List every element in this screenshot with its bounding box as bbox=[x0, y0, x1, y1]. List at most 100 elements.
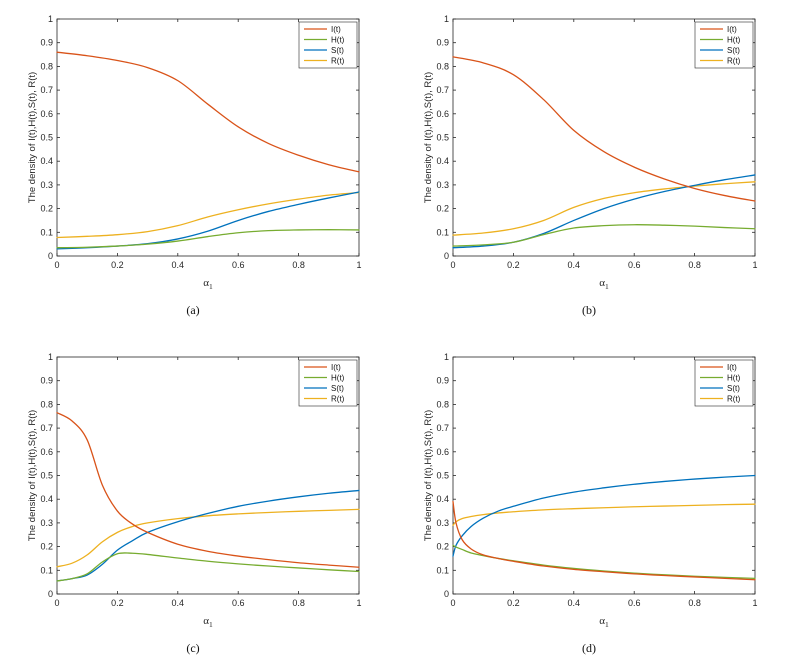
chart-panel-1: 0 0.1 0.2 0.3 0.4 0.5 0.6 0.7 0.8 0.9 1 0 0.2 0.4 0.6 0… bbox=[27, 14, 362, 317]
x-axis-label: α1 bbox=[599, 615, 609, 629]
legend: I(t) H(t)S(t) R(t) bbox=[298, 359, 358, 407]
legend-entry-r: R(t) bbox=[727, 395, 741, 404]
y-axis-label: The density of I(t),H(t),S(t), R(t) bbox=[27, 410, 38, 541]
y-tick-label: 0.1 bbox=[436, 565, 449, 575]
panel-label: (d) bbox=[582, 641, 596, 655]
y-tick-label: 0.7 bbox=[40, 423, 53, 433]
y-tick-label: 0.9 bbox=[40, 376, 53, 386]
legend-entry-h: H(t) bbox=[727, 374, 741, 383]
x-axis-label: α1 bbox=[203, 277, 213, 291]
legend-entry-r: R(t) bbox=[331, 57, 345, 66]
y-tick-label: 0.6 bbox=[436, 447, 449, 457]
x-tick-label: 0.4 bbox=[568, 598, 581, 608]
y-tick-label: 0.2 bbox=[40, 542, 53, 552]
legend-entry-i: I(t) bbox=[331, 25, 341, 34]
y-tick-label: 0.7 bbox=[40, 85, 53, 95]
x-tick-label: 1 bbox=[356, 598, 361, 608]
y-tick-label: 0.6 bbox=[436, 109, 449, 119]
legend-entry-i: I(t) bbox=[727, 25, 737, 34]
y-tick-label: 0.2 bbox=[436, 204, 449, 214]
x-tick-label: 0 bbox=[54, 598, 59, 608]
series-line-s bbox=[452, 474, 756, 557]
series-line-i bbox=[56, 51, 360, 173]
panel-label: (c) bbox=[186, 641, 199, 655]
legend-entry-i: I(t) bbox=[331, 363, 341, 372]
y-tick-label: 0.1 bbox=[40, 565, 53, 575]
y-tick-label: 1 bbox=[48, 352, 53, 362]
y-tick-label: 0.4 bbox=[436, 494, 449, 504]
x-tick-label: 0.6 bbox=[232, 598, 245, 608]
y-tick-label: 0.3 bbox=[436, 180, 449, 190]
x-tick-label: 0.6 bbox=[628, 598, 641, 608]
series-line-r bbox=[56, 508, 360, 568]
x-tick-label: 0.2 bbox=[111, 598, 124, 608]
x-tick-label: 0.8 bbox=[688, 260, 701, 270]
x-tick-label: 0 bbox=[450, 260, 455, 270]
y-axis-label: The density of I(t),H(t),S(t), R(t) bbox=[423, 72, 434, 203]
y-tick-label: 0.3 bbox=[40, 518, 53, 528]
series-line-i bbox=[452, 56, 756, 202]
x-tick-label: 0.2 bbox=[507, 598, 520, 608]
x-tick-label: 0.2 bbox=[111, 260, 124, 270]
series-line-h bbox=[56, 552, 360, 582]
x-tick-label: 0.4 bbox=[568, 260, 581, 270]
legend: I(t) H(t)S(t) R(t) bbox=[298, 21, 358, 69]
x-tick-label: 0.8 bbox=[292, 260, 305, 270]
y-tick-label: 0 bbox=[444, 589, 449, 599]
x-tick-label: 1 bbox=[356, 260, 361, 270]
legend-entry-h: H(t) bbox=[727, 36, 741, 45]
y-tick-label: 0 bbox=[444, 251, 449, 261]
y-tick-label: 0.5 bbox=[436, 133, 449, 143]
y-tick-label: 0.1 bbox=[436, 227, 449, 237]
y-tick-label: 0.3 bbox=[436, 518, 449, 528]
series-line-r bbox=[56, 191, 360, 239]
panel-label: (b) bbox=[582, 303, 596, 317]
y-tick-label: 0.8 bbox=[436, 61, 449, 71]
y-tick-label: 0.6 bbox=[40, 447, 53, 457]
series-line-i bbox=[56, 412, 360, 568]
y-tick-label: 0.8 bbox=[436, 399, 449, 409]
y-tick-label: 0.5 bbox=[40, 471, 53, 481]
legend-entry-r: R(t) bbox=[331, 395, 345, 404]
chart-panel-3: 0 0.1 0.2 0.3 0.4 0.5 0.6 0.7 0.8 0.9 1 0 0.2 0.4 0.6 0… bbox=[27, 352, 362, 655]
y-tick-label: 1 bbox=[444, 14, 449, 24]
legend-entry-s: S(t) bbox=[727, 46, 740, 55]
x-axis-label: α1 bbox=[599, 277, 609, 291]
legend-entry-s: S(t) bbox=[331, 384, 344, 393]
x-tick-label: 0.6 bbox=[232, 260, 245, 270]
legend-entry-h: H(t) bbox=[331, 36, 345, 45]
x-tick-label: 0.6 bbox=[628, 260, 641, 270]
legend: I(t) H(t)S(t) R(t) bbox=[694, 21, 754, 69]
y-tick-label: 0.6 bbox=[40, 109, 53, 119]
x-tick-label: 0.4 bbox=[172, 598, 185, 608]
y-tick-label: 0.8 bbox=[40, 399, 53, 409]
y-tick-label: 0 bbox=[48, 589, 53, 599]
y-axis-label: The density of I(t),H(t),S(t), R(t) bbox=[27, 72, 38, 203]
y-tick-label: 0.7 bbox=[436, 423, 449, 433]
y-axis-label: The density of I(t),H(t),S(t), R(t) bbox=[423, 410, 434, 541]
series-line-s bbox=[56, 191, 360, 250]
y-tick-label: 0.8 bbox=[40, 61, 53, 71]
y-tick-label: 0.4 bbox=[40, 156, 53, 166]
y-tick-label: 0.9 bbox=[436, 376, 449, 386]
x-tick-label: 1 bbox=[752, 598, 757, 608]
x-tick-label: 0.2 bbox=[507, 260, 520, 270]
y-tick-label: 0.2 bbox=[436, 542, 449, 552]
legend-entry-s: S(t) bbox=[331, 46, 344, 55]
x-tick-label: 1 bbox=[752, 260, 757, 270]
series-line-h bbox=[452, 544, 756, 580]
legend-entry-h: H(t) bbox=[331, 374, 345, 383]
y-tick-label: 0.9 bbox=[436, 38, 449, 48]
y-tick-label: 0.4 bbox=[40, 494, 53, 504]
chart-panel-2: 0 0.1 0.2 0.3 0.4 0.5 0.6 0.7 0.8 0.9 1 0 0.2 0.4 0.6 0… bbox=[423, 14, 758, 317]
y-tick-label: 0.2 bbox=[40, 204, 53, 214]
panel-label: (a) bbox=[186, 303, 199, 317]
x-tick-label: 0 bbox=[450, 598, 455, 608]
y-tick-label: 0.4 bbox=[436, 156, 449, 166]
series-line-i bbox=[452, 500, 756, 581]
legend-entry-r: R(t) bbox=[727, 57, 741, 66]
x-tick-label: 0.8 bbox=[292, 598, 305, 608]
x-axis-label: α1 bbox=[203, 615, 213, 629]
legend-entry-i: I(t) bbox=[727, 363, 737, 372]
chart-panel-4: 0 0.1 0.2 0.3 0.4 0.5 0.6 0.7 0.8 0.9 1 0 0.2 0.4 0.6 0… bbox=[423, 352, 758, 655]
